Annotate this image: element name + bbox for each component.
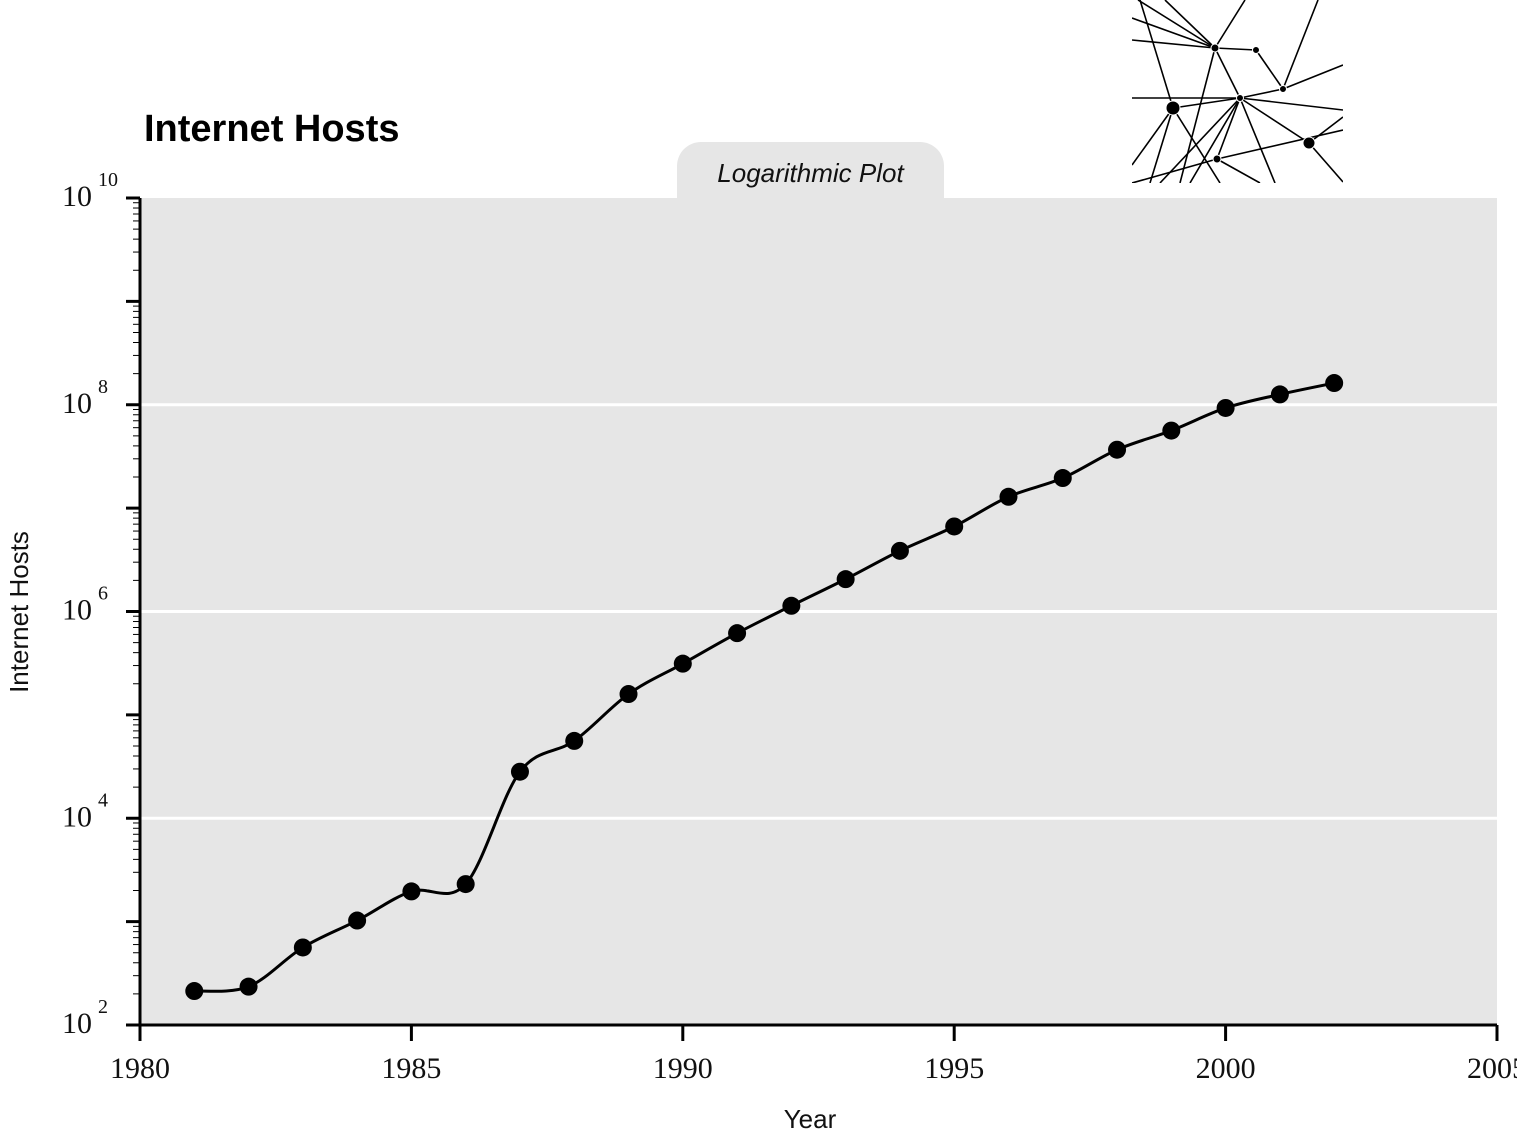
data-point bbox=[239, 977, 258, 996]
network-edge bbox=[1282, 64, 1343, 90]
network-edge bbox=[1164, 0, 1216, 49]
network-node bbox=[1212, 154, 1222, 164]
x-tick-label: 1985 bbox=[381, 1052, 441, 1085]
y-tick-exponent: 4 bbox=[98, 789, 108, 811]
y-tick-mantissa: 10 bbox=[62, 594, 92, 627]
network-edge bbox=[1239, 88, 1284, 99]
network-edge bbox=[1172, 97, 1241, 109]
x-tick-label: 1995 bbox=[924, 1052, 984, 1085]
y-tick-mantissa: 10 bbox=[62, 180, 92, 213]
y-tick-exponent: 2 bbox=[98, 996, 108, 1018]
y-tick-mantissa: 10 bbox=[62, 387, 92, 420]
x-tick-label: 2005 bbox=[1467, 1052, 1517, 1085]
x-tick-label: 1980 bbox=[110, 1052, 170, 1085]
gridlines bbox=[140, 403, 1497, 820]
data-point bbox=[1270, 385, 1289, 404]
network-edge bbox=[1139, 0, 1174, 109]
network-node bbox=[1279, 85, 1287, 93]
y-tick-exponent: 6 bbox=[98, 583, 108, 605]
network-edge bbox=[1308, 116, 1343, 144]
data-point bbox=[728, 624, 747, 643]
data-point bbox=[673, 654, 692, 673]
data-point bbox=[1162, 421, 1181, 440]
data-point bbox=[619, 685, 638, 704]
data-point bbox=[510, 762, 529, 781]
network-node bbox=[1210, 43, 1220, 53]
network-edge bbox=[1216, 97, 1241, 160]
data-point bbox=[456, 875, 475, 894]
data-point bbox=[1108, 440, 1127, 459]
network-edge bbox=[1149, 107, 1174, 183]
network-edge bbox=[1214, 0, 1246, 49]
data-point bbox=[782, 596, 801, 615]
data-point bbox=[1216, 398, 1235, 417]
y-tick-exponent: 8 bbox=[98, 376, 108, 398]
network-edge bbox=[1216, 129, 1343, 160]
network-node bbox=[1165, 100, 1181, 116]
x-tick-label: 2000 bbox=[1196, 1052, 1256, 1085]
network-edge bbox=[1239, 97, 1310, 144]
network-node bbox=[1302, 136, 1316, 150]
network-edge bbox=[1214, 47, 1257, 51]
data-point bbox=[1053, 469, 1072, 488]
data-point bbox=[185, 982, 204, 1001]
network-edge bbox=[1239, 97, 1276, 183]
y-axis-ticks: 10 2 10 4 10 6 10 8 10 10 bbox=[62, 169, 140, 1040]
network-node bbox=[1236, 94, 1244, 102]
network-edge bbox=[1214, 47, 1241, 99]
y-tick-label: 10 6 bbox=[62, 583, 108, 627]
network-edge bbox=[1137, 0, 1216, 49]
data-point bbox=[293, 938, 312, 957]
y-tick-mantissa: 10 bbox=[62, 1007, 92, 1040]
network-edge bbox=[1239, 97, 1343, 111]
network-edge bbox=[1282, 0, 1319, 90]
data-point bbox=[890, 541, 909, 560]
y-tick-exponent: 10 bbox=[98, 169, 118, 191]
data-point bbox=[348, 911, 367, 930]
data-point bbox=[945, 517, 964, 536]
network-node bbox=[1252, 46, 1260, 54]
y-tick-label: 10 8 bbox=[62, 376, 108, 420]
network-edge bbox=[1189, 97, 1241, 183]
network-lines bbox=[1132, 0, 1343, 183]
network-edge bbox=[1179, 47, 1216, 183]
data-point bbox=[565, 731, 584, 750]
y-tick-label: 10 2 bbox=[62, 996, 108, 1040]
network-edge bbox=[1255, 49, 1284, 90]
data-point bbox=[999, 487, 1018, 506]
network-graph-icon bbox=[1132, 0, 1343, 183]
x-tick-label: 1990 bbox=[653, 1052, 713, 1085]
subtitle-label: Logarithmic Plot bbox=[717, 158, 904, 188]
data-point bbox=[402, 882, 421, 901]
network-edge bbox=[1159, 97, 1241, 183]
y-tick-mantissa: 10 bbox=[62, 800, 92, 833]
y-axis-label: Internet Hosts bbox=[4, 531, 34, 693]
y-tick-label: 10 4 bbox=[62, 789, 108, 833]
data-points bbox=[185, 374, 1344, 1001]
y-tick-label: 10 10 bbox=[62, 169, 118, 213]
x-axis-ticks: 1980 1985 1990 1995 2000 2005 bbox=[110, 1025, 1517, 1085]
subtitle-tab: Logarithmic Plot bbox=[677, 142, 944, 202]
chart-title: Internet Hosts bbox=[144, 108, 400, 150]
network-edge bbox=[1132, 107, 1174, 166]
data-point bbox=[836, 570, 855, 589]
network-edge bbox=[1132, 17, 1216, 49]
network-edge bbox=[1132, 158, 1218, 183]
x-axis-label: Year bbox=[784, 1104, 837, 1134]
network-edge bbox=[1308, 142, 1343, 183]
network-edge bbox=[1216, 158, 1261, 183]
data-point bbox=[1325, 374, 1344, 393]
network-edge bbox=[1172, 107, 1221, 183]
network-edge bbox=[1132, 39, 1216, 49]
